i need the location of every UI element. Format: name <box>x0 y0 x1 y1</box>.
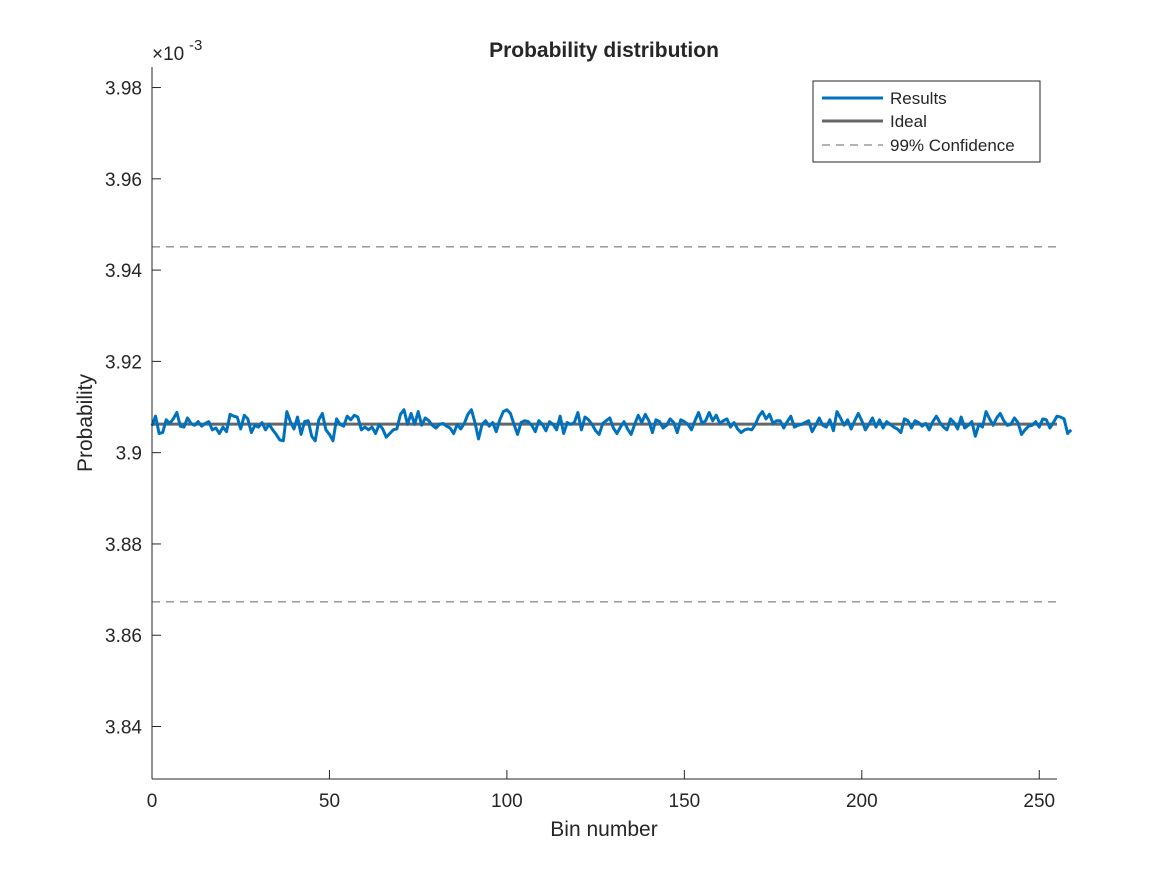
legend: Results Ideal 99% Confidence <box>812 80 1041 163</box>
y-tick-label: 3.84 <box>105 718 142 739</box>
results-line <box>150 408 1073 443</box>
x-tick-label: 0 <box>147 791 158 812</box>
y-tick-label: 3.88 <box>105 535 142 556</box>
legend-label-results: Results <box>890 89 947 108</box>
y-tick-label: 3.9 <box>116 444 142 465</box>
y-exponent-label: ×10 -3 <box>152 37 202 65</box>
y-exponent-power: -3 <box>189 37 202 54</box>
axes: 0 50 100 150 200 250 3.84 3.86 3.88 3.9 3.92 3.94 3.… <box>105 67 1057 812</box>
y-exponent-base: ×10 <box>152 44 184 65</box>
x-tick-label: 100 <box>491 791 523 812</box>
x-tick-label: 200 <box>846 791 878 812</box>
x-axis-label: Bin number <box>550 818 657 841</box>
legend-label-confidence: 99% Confidence <box>890 136 1015 155</box>
y-tick-label: 3.94 <box>105 261 142 282</box>
chart-title: Probability distribution <box>489 39 719 62</box>
x-tick-label: 250 <box>1023 791 1055 812</box>
x-tick-label: 50 <box>319 791 340 812</box>
legend-label-ideal: Ideal <box>890 112 927 131</box>
x-tick-label: 150 <box>669 791 701 812</box>
y-axis-label: Probability <box>74 373 97 472</box>
plot-area <box>150 246 1073 603</box>
y-tick-label: 3.92 <box>105 352 142 373</box>
y-tick-label: 3.96 <box>105 170 142 191</box>
y-tick-label: 3.86 <box>105 626 142 647</box>
y-tick-label: 3.98 <box>105 79 142 100</box>
